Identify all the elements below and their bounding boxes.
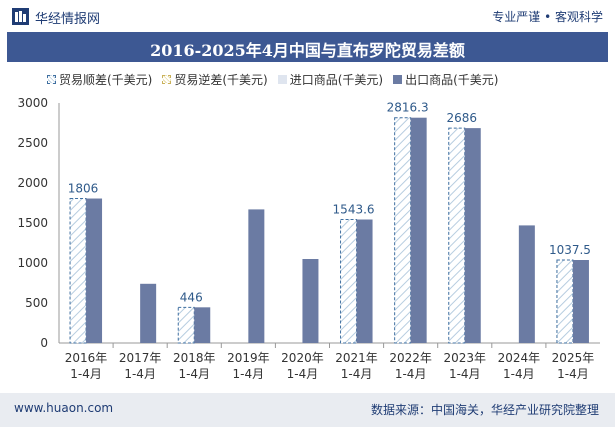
bar-export (302, 259, 319, 343)
x-tick-label: 2025年 1-4月 (552, 351, 595, 381)
x-tick-label: 2023年 1-4月 (443, 351, 486, 381)
legend-item-deficit: 贸易逆差(千美元) (162, 70, 268, 88)
chart-legend: 贸易顺差(千美元) 贸易逆差(千美元) 进口商品(千美元) 出口商品(千美元) (47, 70, 499, 88)
legend-item-import: 进口商品(千美元) (277, 70, 384, 88)
bar-trade-surplus (177, 306, 195, 344)
legend-label-deficit: 贸易逆差(千美元) (174, 72, 268, 87)
site-name: 华经情报网 (35, 12, 101, 27)
x-tick-label: 2024年 1-4月 (498, 351, 541, 381)
legend-swatch-deficit (162, 74, 172, 84)
data-label-surplus: 1037.5 (549, 243, 591, 257)
bar-chart: 0 500 1000 1500 2000 2500 3000 1806 2016年 1-4月 201… (17, 96, 600, 381)
data-label-surplus: 2816.3 (387, 101, 429, 115)
y-tick-label: 0 (40, 336, 48, 350)
x-tick-label: 2022年 1-4月 (389, 351, 432, 381)
x-tick-label: 2016年 1-4月 (65, 351, 108, 381)
legend-label-export: 出口商品(千美元) (405, 72, 499, 87)
data-source: 数据来源：中国海关，华经产业研究院整理 (370, 403, 599, 417)
bar-export (356, 219, 373, 343)
top-bar: 华经情报网 专业严谨 • 客观科学 (0, 0, 615, 32)
data-label-surplus: 1543.6 (333, 203, 375, 217)
y-tick-label: 500 (25, 296, 48, 310)
y-tick-label: 1000 (17, 256, 48, 270)
huajing-logo-icon (12, 8, 29, 25)
bar-export (140, 283, 157, 343)
x-tick-label: 2018年 1-4月 (173, 351, 216, 381)
footer-url: www.huaon.com (14, 401, 114, 415)
y-tick-label: 3000 (17, 96, 48, 110)
data-label-surplus: 2686 (446, 111, 477, 125)
x-tick-label: 2017年 1-4月 (119, 351, 162, 381)
legend-item-export: 出口商品(千美元) (393, 70, 499, 88)
bar-export (518, 225, 535, 343)
bar-trade-surplus (556, 259, 574, 344)
bar-trade-surplus (69, 198, 87, 344)
bar-trade-surplus (340, 219, 358, 344)
x-tick-label: 2019年 1-4月 (227, 351, 270, 381)
bar-export (248, 209, 265, 343)
y-tick-label: 1500 (17, 216, 48, 230)
data-label-surplus: 446 (180, 290, 203, 304)
legend-item-surplus: 贸易顺差(千美元) (47, 70, 152, 88)
tagline: 专业严谨 • 客观科学 (492, 10, 603, 24)
legend-swatch-surplus (47, 74, 56, 84)
bar-trade-surplus (448, 127, 466, 344)
data-label-surplus: 1806 (68, 182, 99, 196)
legend-label-import: 进口商品(千美元) (289, 72, 384, 87)
bar-export (572, 260, 589, 343)
y-tick-label: 2500 (17, 136, 48, 150)
x-tick-label: 2021年 1-4月 (335, 351, 378, 381)
bar-export (464, 128, 481, 343)
footer: www.huaon.com 数据来源：中国海关，华经产业研究院整理 (0, 393, 615, 427)
x-tick-label: 2020年 1-4月 (281, 351, 324, 381)
bar-export (194, 307, 211, 343)
chart-title: 2016-2025年4月中国与直布罗陀贸易差额 (150, 41, 465, 60)
legend-swatch-export (393, 74, 403, 84)
bar-trade-surplus (394, 117, 412, 344)
bar-export (86, 198, 103, 343)
bar-export (410, 117, 427, 343)
legend-swatch-import (277, 74, 287, 84)
legend-label-surplus: 贸易顺差(千美元) (59, 72, 153, 87)
title-bar: 2016-2025年4月中国与直布罗陀贸易差额 (7, 32, 608, 62)
y-tick-label: 2000 (17, 176, 48, 190)
